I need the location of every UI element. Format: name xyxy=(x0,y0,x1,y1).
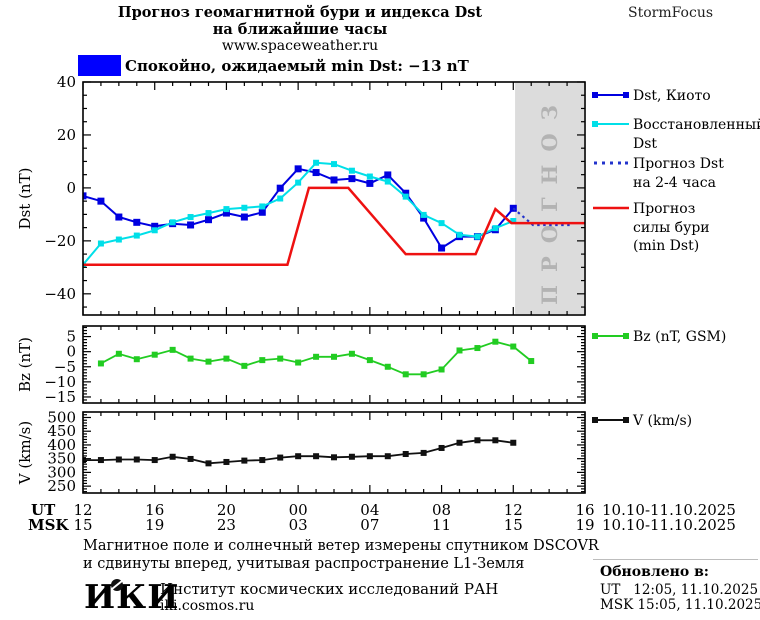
svg-text:MSK: MSK xyxy=(28,516,69,534)
svg-text:12: 12 xyxy=(73,501,92,519)
svg-text:04: 04 xyxy=(360,501,379,519)
svg-text:23: 23 xyxy=(217,516,236,534)
institute-site: iki.cosmos.ru xyxy=(160,598,255,614)
svg-text:400: 400 xyxy=(47,436,76,454)
legend-sample-v-icon xyxy=(592,417,629,423)
svg-text:19: 19 xyxy=(145,516,164,534)
legend-label-v: V (km/s) xyxy=(633,413,693,429)
updated-msk: MSK 15:05, 11.10.2025 xyxy=(600,597,760,613)
svg-text:03: 03 xyxy=(289,516,308,534)
legend-label-restored-1: Восстановленный xyxy=(633,117,760,133)
legend-label-storm-3: (min Dst) xyxy=(633,238,700,254)
svg-text:19: 19 xyxy=(575,516,594,534)
legend-label-storm-2: силы бури xyxy=(633,220,710,236)
svg-text:12: 12 xyxy=(504,501,523,519)
brand-label: StormFocus xyxy=(628,5,714,21)
svg-text:10.10-11.10.2025: 10.10-11.10.2025 xyxy=(602,501,736,519)
iki-logo: ИКИ xyxy=(84,577,180,616)
updated-ut: UT 12:05, 11.10.2025 xyxy=(600,582,759,598)
footer-note-1: Магнитное поле и солнечный ветер измерен… xyxy=(83,538,599,554)
footer-note-2: и сдвинуты вперед, учитывая распростране… xyxy=(83,556,525,572)
svg-text:ПРОГНОЗ: ПРОГНОЗ xyxy=(537,92,562,305)
legend-label-forecast-dst-2: на 2-4 часа xyxy=(633,175,716,191)
legend-sample-bz-icon xyxy=(592,333,629,339)
svg-text:−40: −40 xyxy=(44,285,76,303)
legend-label-bz: Bz (nT, GSM) xyxy=(633,329,727,345)
website-label: www.spaceweather.ru xyxy=(221,38,379,54)
svg-text:00: 00 xyxy=(289,501,308,519)
svg-text:−5: −5 xyxy=(54,358,76,376)
iki-logo-satellite-icon xyxy=(111,579,123,591)
legend-label-storm-1: Прогноз xyxy=(633,201,696,217)
svg-text:−15: −15 xyxy=(44,388,76,406)
svg-text:0: 0 xyxy=(66,179,76,197)
svg-text:20: 20 xyxy=(57,126,76,144)
svg-text:V (km/s): V (km/s) xyxy=(16,421,34,485)
svg-text:350: 350 xyxy=(47,450,76,468)
svg-text:Bz (nT): Bz (nT) xyxy=(16,337,34,392)
updated-divider xyxy=(593,559,758,560)
svg-text:−10: −10 xyxy=(44,373,76,391)
svg-text:15: 15 xyxy=(504,516,523,534)
legend-label-forecast-dst-1: Прогноз Dst xyxy=(633,156,724,172)
legend-sample-forecast-dst-icon xyxy=(594,161,628,165)
legend-sample-storm-icon xyxy=(593,206,629,210)
page-title: Прогноз геомагнитной бури и индекса Dst xyxy=(117,4,483,21)
status-text: Спокойно, ожидаемый min Dst: −13 nT xyxy=(125,57,469,75)
svg-text:300: 300 xyxy=(47,463,76,481)
svg-text:40: 40 xyxy=(57,73,76,91)
svg-text:5: 5 xyxy=(66,328,76,346)
svg-text:07: 07 xyxy=(360,516,379,534)
svg-text:Dst (nT): Dst (nT) xyxy=(16,168,34,230)
svg-text:−20: −20 xyxy=(44,232,76,250)
svg-text:15: 15 xyxy=(73,516,92,534)
legend-sample-restored-icon xyxy=(592,121,629,127)
svg-text:250: 250 xyxy=(47,477,76,495)
svg-text:11: 11 xyxy=(432,516,451,534)
institute-name: Институт космических исследований РАН xyxy=(160,580,499,598)
svg-text:450: 450 xyxy=(47,422,76,440)
svg-text:10.10-11.10.2025: 10.10-11.10.2025 xyxy=(602,516,736,534)
legend-label-restored-2: Dst xyxy=(633,136,658,152)
svg-text:16: 16 xyxy=(575,501,594,519)
svg-text:08: 08 xyxy=(432,501,451,519)
svg-text:UT: UT xyxy=(31,501,56,519)
svg-text:16: 16 xyxy=(145,501,164,519)
updated-title: Обновлено в: xyxy=(600,564,709,580)
legend-sample-dst-kyoto-icon xyxy=(592,92,629,98)
svg-text:0: 0 xyxy=(66,343,76,361)
page-subtitle: на ближайшие часы xyxy=(212,21,388,38)
svg-text:500: 500 xyxy=(47,408,76,426)
status-color-box xyxy=(78,55,121,76)
svg-text:20: 20 xyxy=(217,501,236,519)
legend-label-dst-kyoto: Dst, Киото xyxy=(633,88,711,104)
